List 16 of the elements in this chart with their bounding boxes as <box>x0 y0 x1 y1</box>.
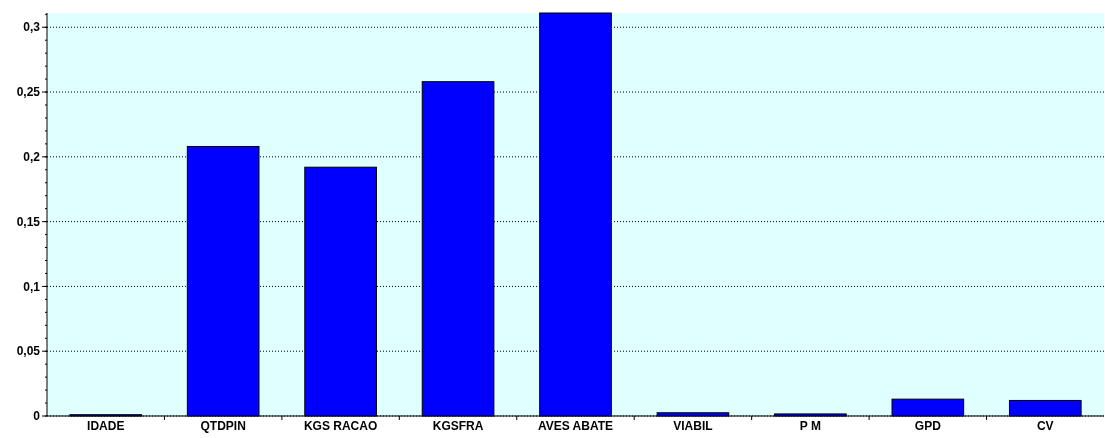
x-tick-label: QTDPIN <box>200 419 246 433</box>
x-tick-label: CV <box>1036 419 1054 433</box>
x-tick-label: KGSFRA <box>432 419 484 433</box>
y-tick-label: 0 <box>33 409 41 424</box>
y-tick-label: 0,05 <box>16 344 41 359</box>
x-tick-label: IDADE <box>87 419 125 433</box>
x-tick-label: VIABIL <box>673 419 713 433</box>
y-tick-label: 0,25 <box>16 85 41 100</box>
x-tick-label: P M <box>799 419 821 433</box>
y-tick-label: 0,2 <box>23 150 41 165</box>
y-tick-label: 0,3 <box>23 20 41 35</box>
x-tick-label: KGS RACAO <box>303 419 378 433</box>
x-tick-label: GPD <box>914 419 942 433</box>
y-tick-label: 0,15 <box>16 214 41 229</box>
x-tick-label: AVES ABATE <box>537 419 614 433</box>
y-tick-label: 0,1 <box>23 279 41 294</box>
